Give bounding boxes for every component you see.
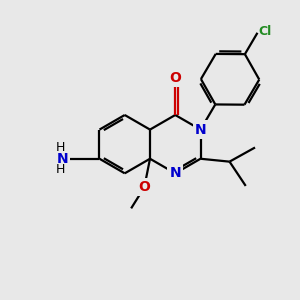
Text: O: O: [138, 180, 150, 194]
Text: N: N: [169, 166, 181, 180]
Text: Cl: Cl: [258, 25, 272, 38]
Text: N: N: [57, 152, 69, 166]
Text: H: H: [56, 163, 65, 176]
Text: N: N: [195, 123, 206, 136]
Text: H: H: [56, 141, 65, 154]
Text: O: O: [169, 71, 181, 85]
